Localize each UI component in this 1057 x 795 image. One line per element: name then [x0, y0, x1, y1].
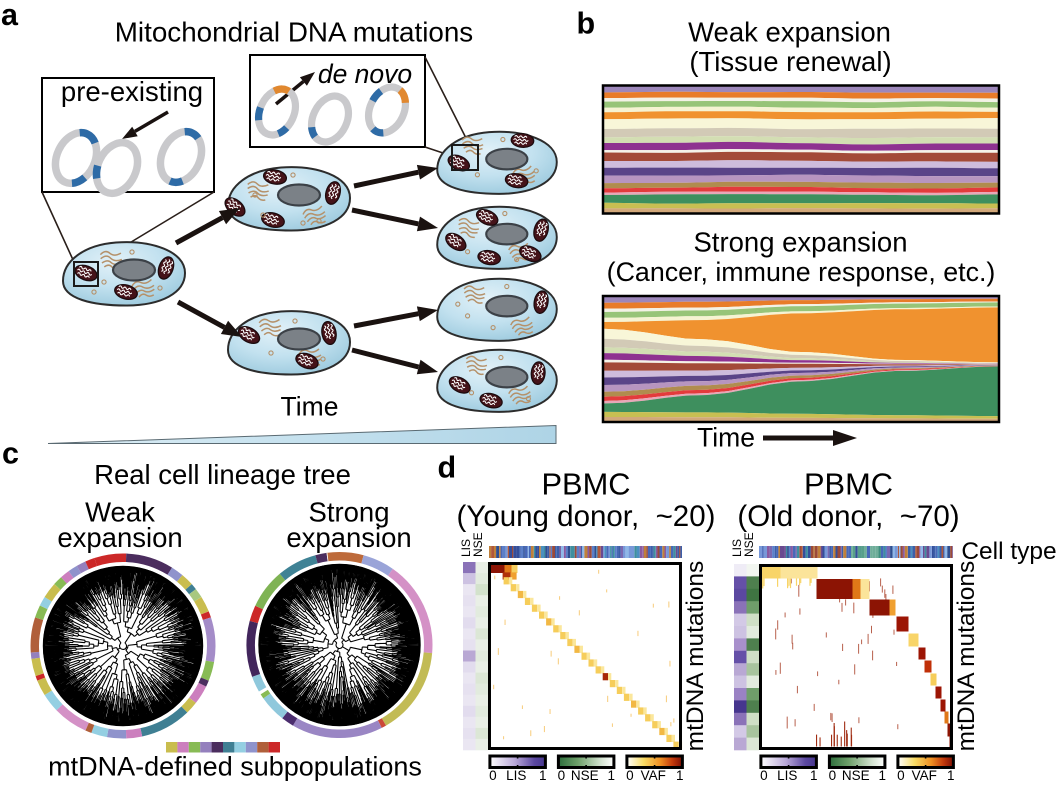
svg-text:VAF: VAF: [641, 768, 666, 783]
svg-text:0: 0: [626, 768, 634, 783]
svg-text:0: 0: [489, 768, 497, 783]
svg-text:1: 1: [607, 768, 615, 783]
svg-text:(Tissue renewal): (Tissue renewal): [689, 46, 891, 77]
svg-text:LIS: LIS: [459, 539, 473, 557]
svg-text:NSE: NSE: [471, 532, 485, 557]
svg-text:1: 1: [539, 768, 547, 783]
svg-text:0: 0: [760, 768, 768, 783]
svg-text:expansion: expansion: [286, 522, 411, 553]
svg-text:1: 1: [676, 768, 684, 783]
svg-text:NSE: NSE: [742, 532, 756, 557]
svg-text:Weak: Weak: [85, 497, 155, 528]
svg-text:c: c: [2, 436, 19, 470]
svg-text:NSE: NSE: [571, 768, 599, 783]
svg-text:PBMC: PBMC: [804, 467, 893, 502]
svg-text:pre-existing: pre-existing: [61, 76, 203, 107]
svg-text:0: 0: [558, 768, 566, 783]
svg-text:LIS: LIS: [506, 768, 526, 783]
svg-text:Time: Time: [697, 423, 755, 453]
svg-text:1: 1: [947, 768, 955, 783]
svg-text:NSE: NSE: [842, 768, 870, 783]
svg-text:Cell type: Cell type: [961, 538, 1056, 565]
svg-text:Weak expansion: Weak expansion: [688, 17, 891, 48]
svg-text:mtDNA-defined subpopulations: mtDNA-defined subpopulations: [48, 752, 422, 782]
svg-text:1: 1: [810, 768, 818, 783]
svg-text:mtDNA mutations: mtDNA mutations: [682, 561, 709, 752]
svg-text:(Young donor, ~20): (Young donor, ~20): [457, 500, 716, 533]
svg-text:Mitochondrial DNA mutations: Mitochondrial DNA mutations: [115, 17, 473, 48]
svg-text:d: d: [438, 451, 457, 485]
svg-text:1: 1: [878, 768, 886, 783]
svg-text:Strong: Strong: [308, 497, 389, 528]
svg-text:PBMC: PBMC: [542, 467, 631, 502]
svg-text:Strong expansion: Strong expansion: [693, 227, 907, 258]
svg-text:de novo: de novo: [318, 59, 412, 89]
svg-text:VAF: VAF: [912, 768, 937, 783]
svg-text:LIS: LIS: [777, 768, 797, 783]
svg-text:Time: Time: [281, 392, 339, 422]
svg-text:(Old donor, ~70): (Old donor, ~70): [737, 500, 959, 533]
svg-text:0: 0: [897, 768, 905, 783]
svg-text:LIS: LIS: [730, 539, 744, 557]
svg-text:expansion: expansion: [57, 522, 182, 553]
svg-text:a: a: [1, 0, 19, 32]
svg-text:b: b: [577, 7, 596, 41]
svg-text:Real cell lineage tree: Real cell lineage tree: [94, 459, 351, 490]
svg-text:0: 0: [829, 768, 837, 783]
svg-text:(Cancer, immune response, etc.: (Cancer, immune response, etc.): [607, 257, 996, 287]
svg-text:mtDNA mutations: mtDNA mutations: [953, 561, 980, 752]
